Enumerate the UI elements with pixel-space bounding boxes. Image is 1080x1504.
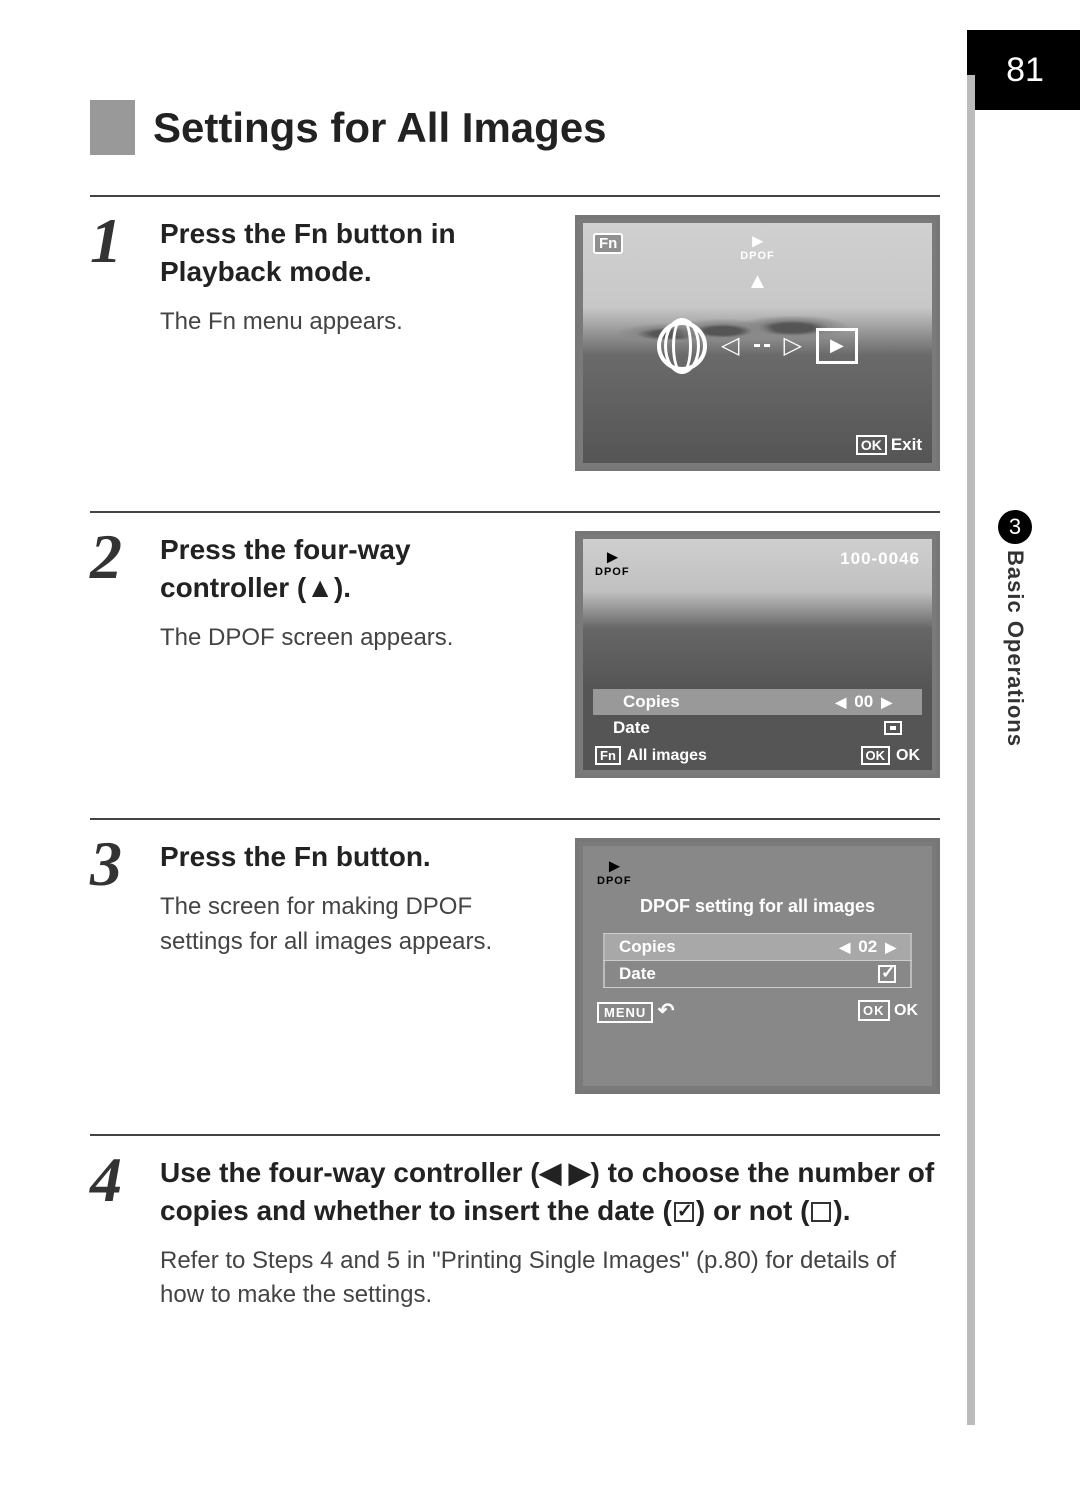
- step-heading: Press the four-way controller (▲).: [160, 531, 545, 607]
- left-arrow-icon: ◁: [721, 331, 739, 360]
- copies-label: Copies: [623, 692, 680, 712]
- step-heading: Use the four-way controller (◀ ▶) to cho…: [160, 1154, 940, 1230]
- lcd-screen-3: ▸DPOF DPOF setting for all images Copies…: [575, 838, 940, 1094]
- step-1: 1 Press the Fn button in Playback mode. …: [90, 195, 940, 471]
- date-label: Date: [613, 718, 650, 738]
- date-checkbox-icon: [878, 965, 896, 983]
- ok-exit: OK Exit: [856, 435, 922, 455]
- date-indicator-icon: [884, 721, 902, 735]
- rail-gray: [967, 75, 975, 1425]
- return-icon: ↶: [658, 1000, 675, 1022]
- page-number: 81: [1006, 51, 1044, 90]
- right-arrow-icon: ▷: [784, 331, 802, 360]
- step-body: The DPOF screen appears.: [160, 621, 545, 656]
- step-body: The Fn menu appears.: [160, 305, 545, 340]
- file-number: 100-0046: [840, 549, 920, 569]
- date-label: Date: [619, 964, 656, 984]
- lcd-footer: MENU ↶ OK OK: [583, 988, 932, 1031]
- checked-box-icon: [674, 1202, 694, 1222]
- step-2: 2 Press the four-way controller (▲). The…: [90, 511, 940, 778]
- step-3: 3 Press the Fn button. The screen for ma…: [90, 818, 940, 1094]
- chapter-number-circle: 3: [998, 510, 1032, 544]
- lcd-screen-2: ▸DPOF 100-0046 Copies ◀00▶ Date: [575, 531, 940, 778]
- copies-label: Copies: [619, 937, 676, 957]
- chapter-title: Basic Operations: [1002, 550, 1028, 747]
- date-row: Date: [603, 961, 912, 987]
- nav-row: ◁ ▷ ▶: [583, 318, 932, 373]
- date-row: Date: [583, 715, 932, 741]
- copies-spinner: ◀00▶: [836, 692, 892, 712]
- up-arrow-icon: ▲: [747, 268, 769, 294]
- step-4: 4 Use the four-way controller (◀ ▶) to c…: [90, 1134, 940, 1313]
- filter-icon: [657, 321, 707, 371]
- step-heading: Press the Fn button in Playback mode.: [160, 215, 545, 291]
- fn-badge: Fn: [593, 233, 623, 254]
- lcd-screen-1: Fn ▸DPOF ▲ ◁ ▷ ▶ OK Exit: [575, 215, 940, 471]
- chapter-number: 3: [1009, 514, 1021, 540]
- playback-icon: ▶: [816, 328, 858, 364]
- dpof-icon: ▸DPOF: [740, 231, 775, 262]
- unchecked-box-icon: [811, 1202, 831, 1222]
- lcd3-title: DPOF setting for all images: [613, 894, 902, 919]
- step-body: The screen for making DPOF settings for …: [160, 890, 545, 960]
- title-accent: [90, 100, 135, 155]
- step-number: 3: [90, 838, 140, 1094]
- step-number: 4: [90, 1154, 140, 1313]
- copies-spinner: ◀02▶: [840, 937, 896, 957]
- step-heading: Press the Fn button.: [160, 838, 545, 876]
- step-body: Refer to Steps 4 and 5 in "Printing Sing…: [160, 1244, 940, 1314]
- title-bar: Settings for All Images: [90, 100, 607, 155]
- copies-row: Copies ◀00▶: [593, 689, 922, 715]
- lcd-footer: Fn All images OK OK: [583, 741, 932, 770]
- step-number: 2: [90, 531, 140, 778]
- dpof-icon: ▸DPOF: [595, 547, 630, 578]
- page-title: Settings for All Images: [153, 104, 607, 152]
- copies-row: Copies ◀02▶: [603, 934, 912, 960]
- step-number: 1: [90, 215, 140, 471]
- dpof-icon: ▸DPOF: [597, 856, 632, 887]
- side-tab: 3 Basic Operations: [985, 510, 1045, 747]
- rail-top: [967, 30, 975, 75]
- page-number-box: 81: [970, 30, 1080, 110]
